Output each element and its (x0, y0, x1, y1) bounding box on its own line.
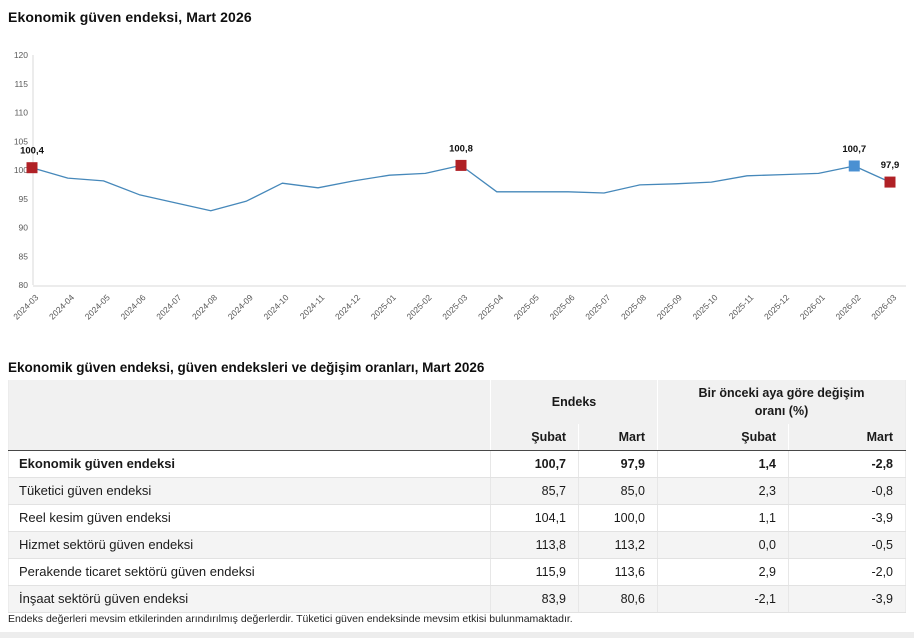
table-row-consumer-confidence: Tüketici güven endeksi 85,7 85,0 2,3 -0,… (8, 477, 906, 505)
y-tick-label: 80 (19, 280, 29, 290)
subheader-change-mart: Mart (787, 424, 906, 451)
row-label: Ekonomik güven endeksi (8, 450, 491, 478)
subheader-endeks-mart: Mart (578, 424, 658, 451)
point-value-label: 97,9 (881, 160, 900, 171)
cell-value: 1,4 (657, 450, 789, 478)
table-row-construction-confidence: İnşaat sektörü güven endeksi 83,9 80,6 -… (8, 585, 906, 613)
cell-value: 100,0 (578, 504, 658, 532)
row-label: Tüketici güven endeksi (8, 477, 491, 505)
y-tick-label: 105 (14, 136, 28, 146)
x-tick-label: 2025-06 (548, 292, 577, 321)
group-header-change-rate: Bir önceki aya göre değişim oranı (%) (656, 380, 906, 424)
cell-value: 100,7 (490, 450, 579, 478)
x-tick-label: 2025-07 (583, 292, 612, 321)
cell-value: 83,9 (490, 585, 579, 613)
cell-value: 97,9 (578, 450, 658, 478)
cell-value: -0,5 (787, 531, 906, 559)
table-sub-header-row: Şubat Mart Şubat Mart (8, 424, 906, 451)
window-bottom-edge (0, 632, 914, 638)
x-tick-label: 2026-01 (798, 292, 827, 321)
x-tick-label: 2026-03 (869, 292, 898, 321)
confidence-index-table: Endeks Bir önceki aya göre değişim oranı… (8, 380, 907, 613)
y-tick-label: 85 (19, 251, 29, 261)
y-tick-label: 95 (19, 194, 29, 204)
cell-value: 113,2 (578, 531, 658, 559)
x-tick-label: 2025-05 (512, 292, 541, 321)
x-tick-label: 2024-10 (262, 292, 291, 321)
x-tick-label: 2025-02 (405, 292, 434, 321)
cell-value: 80,6 (578, 585, 658, 613)
table-title: Ekonomik güven endeksi, güven endeksleri… (8, 360, 485, 375)
chart-title: Ekonomik güven endeksi, Mart 2026 (8, 9, 252, 25)
chart-marker (455, 159, 467, 171)
x-tick-label: 2024-09 (226, 292, 255, 321)
x-tick-label: 2024-06 (119, 292, 148, 321)
row-label: Hizmet sektörü güven endeksi (8, 531, 491, 559)
x-tick-label: 2025-12 (762, 292, 791, 321)
cell-value: -0,8 (787, 477, 906, 505)
table-group-header-row: Endeks Bir önceki aya göre değişim oranı… (8, 380, 906, 424)
cell-value: 104,1 (490, 504, 579, 532)
table-row-real-sector-confidence: Reel kesim güven endeksi 104,1 100,0 1,1… (8, 504, 906, 532)
group-header-endeks: Endeks (490, 380, 658, 424)
subheader-endeks-subat: Şubat (490, 424, 579, 451)
x-tick-label: 2024-08 (190, 292, 219, 321)
cell-value: 115,9 (490, 558, 579, 586)
group-header-empty (8, 380, 491, 424)
subheader-change-subat: Şubat (657, 424, 789, 451)
cell-value: 113,6 (578, 558, 658, 586)
cell-value: 113,8 (490, 531, 579, 559)
x-tick-label: 2025-04 (476, 292, 505, 321)
chart-marker (884, 176, 896, 188)
subheader-empty (8, 424, 491, 451)
row-label: İnşaat sektörü güven endeksi (8, 585, 491, 613)
cell-value: -2,0 (787, 558, 906, 586)
y-tick-label: 90 (19, 223, 29, 233)
x-tick-label: 2026-02 (834, 292, 863, 321)
x-tick-label: 2024-03 (11, 292, 40, 321)
chart-marker (848, 160, 860, 172)
y-tick-label: 110 (14, 108, 28, 118)
table-row-services-confidence: Hizmet sektörü güven endeksi 113,8 113,2… (8, 531, 906, 559)
x-tick-label: 2024-07 (154, 292, 183, 321)
x-tick-label: 2025-01 (369, 292, 398, 321)
footnote: Endeks değerleri mevsim etkilerinden arı… (8, 613, 573, 625)
x-tick-label: 2025-08 (619, 292, 648, 321)
cell-value: -3,9 (787, 504, 906, 532)
cell-value: -2,8 (787, 450, 906, 478)
x-tick-label: 2025-11 (727, 292, 756, 321)
cell-value: 0,0 (657, 531, 789, 559)
table-row-retail-confidence: Perakende ticaret sektörü güven endeksi … (8, 558, 906, 586)
x-tick-label: 2024-11 (298, 292, 327, 321)
point-value-label: 100,7 (842, 144, 866, 155)
table-row-economic-confidence: Ekonomik güven endeksi 100,7 97,9 1,4 -2… (8, 450, 906, 478)
cell-value: 85,7 (490, 477, 579, 505)
y-tick-label: 115 (14, 79, 28, 89)
cell-value: 2,3 (657, 477, 789, 505)
x-tick-label: 2025-03 (440, 292, 469, 321)
point-value-label: 100,4 (20, 146, 44, 157)
cell-value: 85,0 (578, 477, 658, 505)
row-label: Reel kesim güven endeksi (8, 504, 491, 532)
row-label: Perakende ticaret sektörü güven endeksi (8, 558, 491, 586)
x-tick-label: 2024-05 (83, 292, 112, 321)
x-tick-label: 2024-12 (333, 292, 362, 321)
cell-value: -2,1 (657, 585, 789, 613)
x-tick-label: 2024-04 (47, 292, 76, 321)
x-tick-label: 2025-10 (691, 292, 720, 321)
cell-value: -3,9 (787, 585, 906, 613)
y-tick-label: 120 (14, 50, 28, 60)
chart-line (31, 164, 891, 212)
y-tick-label: 100 (14, 165, 28, 175)
cell-value: 1,1 (657, 504, 789, 532)
cell-value: 2,9 (657, 558, 789, 586)
economic-confidence-line-chart: 80 85 90 95 100 105 110 115 120 2024-03 2024-04 202… (0, 40, 914, 345)
chart-marker (26, 162, 38, 174)
x-tick-label: 2025-09 (655, 292, 684, 321)
point-value-label: 100,8 (449, 143, 473, 154)
